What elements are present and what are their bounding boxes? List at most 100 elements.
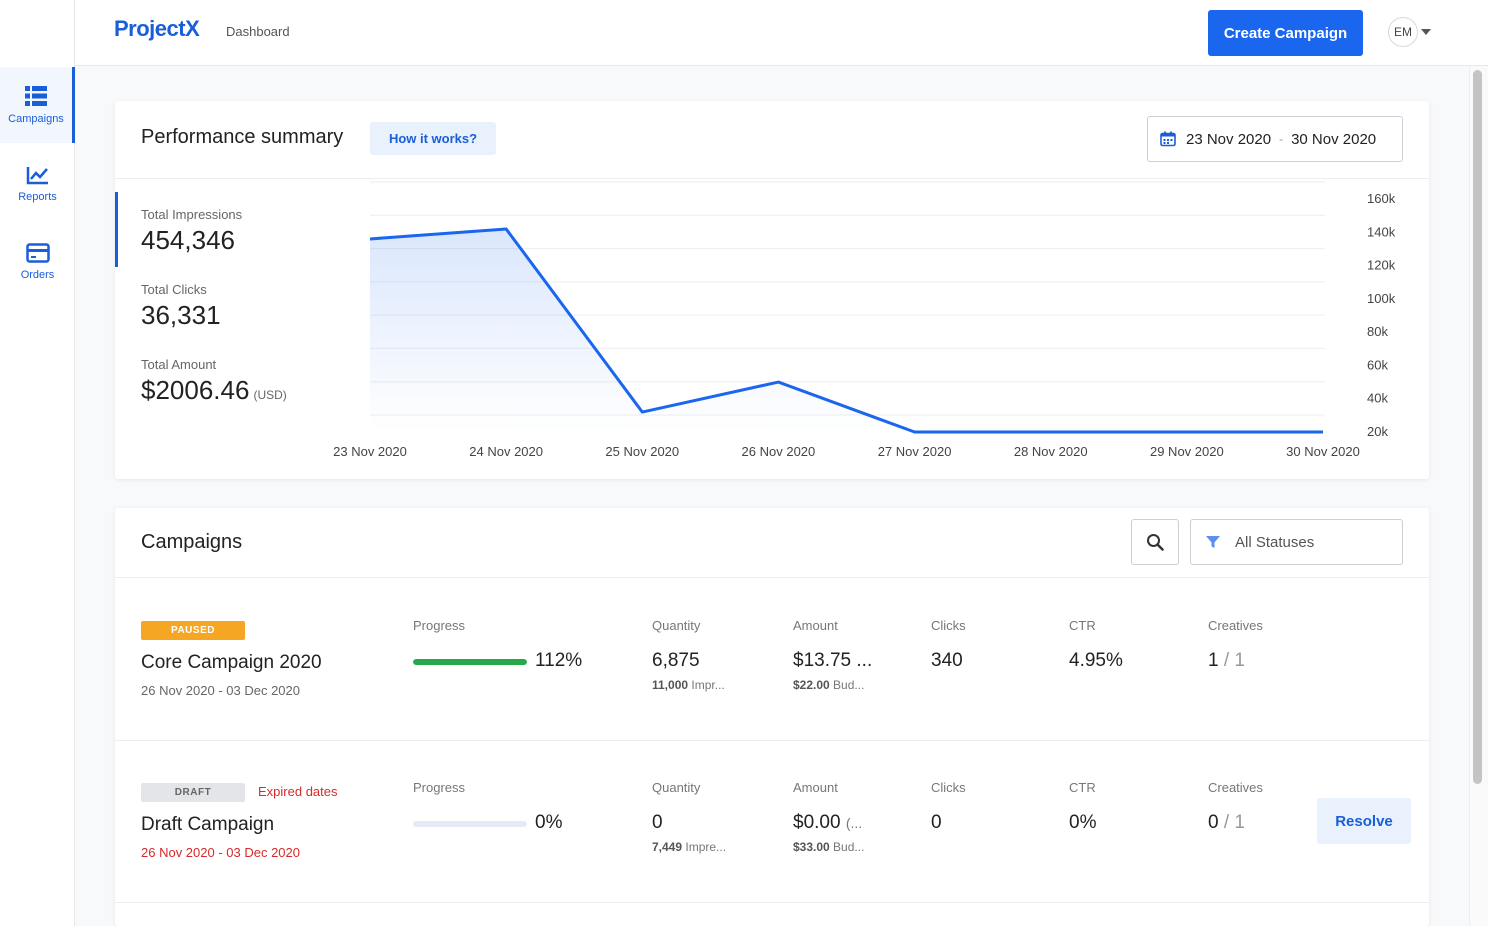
impressions-value[interactable]: 454,346 xyxy=(141,225,235,255)
orders-card-icon xyxy=(25,243,50,263)
amount-value: $13.75 ... xyxy=(793,650,873,671)
amount-label: Amount xyxy=(793,780,838,795)
divider xyxy=(115,740,1429,741)
progress-bar xyxy=(413,821,527,827)
creatives-value: 0 / 1 xyxy=(1208,812,1245,834)
campaign-dates: 26 Nov 2020 - 03 Dec 2020 xyxy=(141,845,300,860)
search-button[interactable] xyxy=(1131,519,1179,565)
sidebar-item-label: Reports xyxy=(18,191,57,203)
x-tick-label: 24 Nov 2020 xyxy=(469,444,543,459)
y-tick-label: 100k xyxy=(1367,291,1396,306)
creatives-slash: / xyxy=(1223,812,1230,833)
search-icon xyxy=(1147,534,1164,551)
calendar-icon xyxy=(1160,131,1176,147)
clicks-value[interactable]: 36,331 xyxy=(141,300,221,330)
amount-sub: $33.00 Bud... xyxy=(793,840,864,854)
clicks-label: Clicks xyxy=(931,618,966,633)
x-tick-label: 29 Nov 2020 xyxy=(1150,444,1224,459)
creatives-label: Creatives xyxy=(1208,780,1263,795)
table-row[interactable]: PAUSED Core Campaign 2020 26 Nov 2020 - … xyxy=(115,578,1429,740)
y-tick-label: 80k xyxy=(1367,324,1388,339)
quantity-label: Quantity xyxy=(652,780,701,795)
amount-budget-unit: Bud... xyxy=(833,678,865,692)
progress-label: Progress xyxy=(413,780,466,795)
expired-warning: Expired dates xyxy=(258,784,338,799)
amount-main: $0.00 xyxy=(793,812,841,833)
divider xyxy=(115,178,1429,179)
chevron-down-icon[interactable] xyxy=(1421,29,1431,35)
creatives-slash: / xyxy=(1223,650,1230,671)
sidebar-item-orders[interactable]: Orders xyxy=(0,224,75,300)
amount-extra: (... xyxy=(845,815,863,831)
scrollbar-thumb[interactable] xyxy=(1473,70,1482,784)
chart-area-fill xyxy=(370,228,1323,432)
ctr-value: 4.95% xyxy=(1069,650,1123,671)
campaign-name[interactable]: Core Campaign 2020 xyxy=(141,652,322,673)
avatar[interactable]: EM xyxy=(1388,17,1418,47)
y-tick-label: 20k xyxy=(1367,424,1388,439)
ctr-label: CTR xyxy=(1069,780,1096,795)
x-tick-label: 26 Nov 2020 xyxy=(742,444,816,459)
x-tick-label: 23 Nov 2020 xyxy=(333,444,407,459)
performance-summary-card: Performance summary How it works? 23 Nov… xyxy=(115,101,1429,479)
ctr-value: 0% xyxy=(1069,812,1097,833)
clicks-label: Clicks xyxy=(931,780,966,795)
divider xyxy=(115,902,1429,903)
app-logo[interactable]: ProjectX xyxy=(114,16,200,41)
table-row[interactable]: DRAFT Expired dates Draft Campaign 26 No… xyxy=(115,740,1429,902)
quantity-goal: 7,449 xyxy=(652,840,683,854)
resolve-button[interactable]: Resolve xyxy=(1317,798,1411,844)
status-filter-select[interactable]: All Statuses xyxy=(1190,519,1403,565)
date-range-picker[interactable]: 23 Nov 2020 - 30 Nov 2020 xyxy=(1147,116,1403,162)
progress-bar-fill xyxy=(413,659,527,665)
breadcrumb: Dashboard xyxy=(226,24,290,39)
x-tick-label: 28 Nov 2020 xyxy=(1014,444,1088,459)
amount-label: Amount xyxy=(793,618,838,633)
impressions-line-chart: 20k 40k 60k 80k 100k 120k 140k 160k 23 Nov 2020 2… xyxy=(333,181,1396,459)
quantity-goal-unit: Impre... xyxy=(685,840,727,854)
y-tick-label: 60k xyxy=(1367,357,1388,372)
y-tick-label: 140k xyxy=(1367,224,1396,239)
amount-budget-unit: Bud... xyxy=(833,840,865,854)
amount-budget: $22.00 xyxy=(793,678,830,692)
how-it-works-button[interactable]: How it works? xyxy=(370,122,496,155)
sidebar-item-label: Orders xyxy=(20,269,55,281)
impressions-label: Total Impressions xyxy=(141,207,243,222)
y-tick-label: 40k xyxy=(1367,391,1388,406)
quantity-label: Quantity xyxy=(652,618,701,633)
quantity-sub: 7,449 Impre... xyxy=(652,840,726,854)
campaign-name[interactable]: Draft Campaign xyxy=(141,814,275,835)
y-tick-label: 120k xyxy=(1367,258,1396,273)
create-campaign-button[interactable]: Create Campaign xyxy=(1208,10,1363,56)
active-stat-indicator xyxy=(115,192,118,267)
amount-value: $0.00 (... xyxy=(793,812,862,834)
ctr-label: CTR xyxy=(1069,618,1096,633)
performance-title: Performance summary xyxy=(141,126,344,148)
campaigns-list-icon xyxy=(25,86,47,106)
x-tick-label: 25 Nov 2020 xyxy=(605,444,679,459)
divider xyxy=(115,577,1429,578)
date-from: 23 Nov 2020 xyxy=(1186,130,1272,148)
sidebar-item-reports[interactable]: Reports xyxy=(0,146,75,222)
sidebar-item-label: Campaigns xyxy=(8,113,64,125)
amount-stat[interactable]: $2006.46 (USD) xyxy=(141,375,287,406)
campaigns-card: Campaigns All Statuses PAUSED Core Campa… xyxy=(115,508,1429,926)
quantity-sub: 11,000 Impr... xyxy=(652,678,725,692)
status-badge: DRAFT xyxy=(141,783,245,802)
creatives-label: Creatives xyxy=(1208,618,1263,633)
y-tick-label: 160k xyxy=(1367,191,1396,206)
sidebar: Campaigns Reports Orders xyxy=(0,0,75,926)
progress-bar xyxy=(413,659,527,665)
creatives-done: 0 xyxy=(1208,812,1219,833)
creatives-done: 1 xyxy=(1208,650,1219,671)
x-tick-label: 27 Nov 2020 xyxy=(878,444,952,459)
campaign-dates: 26 Nov 2020 - 03 Dec 2020 xyxy=(141,683,300,698)
creatives-total: 1 xyxy=(1234,812,1245,833)
progress-percent: 112% xyxy=(535,650,583,671)
reports-chart-icon xyxy=(26,167,48,185)
clicks-label: Total Clicks xyxy=(141,282,207,297)
sidebar-item-campaigns[interactable]: Campaigns xyxy=(0,67,75,143)
amount-value: $2006.46 xyxy=(141,375,250,405)
creatives-total: 1 xyxy=(1234,650,1245,671)
amount-budget: $33.00 xyxy=(793,840,830,854)
